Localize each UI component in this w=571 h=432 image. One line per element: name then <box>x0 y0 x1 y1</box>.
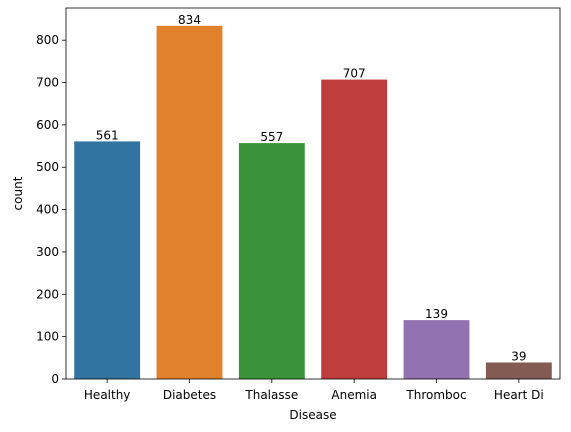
data-label: 139 <box>425 307 448 321</box>
data-label: 557 <box>260 130 283 144</box>
data-label: 561 <box>96 128 119 142</box>
bar-thromboc <box>403 320 470 379</box>
y-tick-label: 0 <box>51 372 59 386</box>
x-tick-label: Anemia <box>331 388 377 402</box>
data-label: 707 <box>343 67 366 81</box>
x-tick-label: Thalasse <box>244 388 298 402</box>
y-tick-label: 500 <box>36 160 59 174</box>
y-tick-label: 100 <box>36 330 59 344</box>
bar-heart-di <box>485 362 552 379</box>
x-tick-label: Thromboc <box>405 388 466 402</box>
y-axis: 0 100 200 300 400 500 600 700 800 <box>36 33 66 386</box>
y-tick-label: 200 <box>36 287 59 301</box>
bar-diabetes <box>156 25 223 380</box>
data-label: 834 <box>178 13 201 27</box>
bar-healthy <box>74 141 141 379</box>
y-tick-label: 700 <box>36 76 59 90</box>
y-tick-label: 800 <box>36 33 59 47</box>
x-axis: Healthy Diabetes Thalasse Anemia Thromboc Hea… <box>84 379 544 402</box>
y-tick-label: 600 <box>36 118 59 132</box>
x-tick-label: Diabetes <box>163 388 216 402</box>
bars-group <box>74 25 552 380</box>
plot-area-frame <box>65 7 561 380</box>
y-axis-title: count <box>11 176 25 210</box>
y-tick-label: 400 <box>36 203 59 217</box>
x-axis-title: Disease <box>289 408 336 422</box>
x-tick-label: Heart Di <box>494 388 544 402</box>
data-label: 39 <box>511 349 526 363</box>
bar-anemia <box>321 79 388 379</box>
data-labels-group: 561 834 557 707 139 39 <box>96 13 527 364</box>
x-tick-label: Healthy <box>84 388 131 402</box>
y-tick-label: 300 <box>36 245 59 259</box>
bar-thalasse <box>238 143 305 379</box>
